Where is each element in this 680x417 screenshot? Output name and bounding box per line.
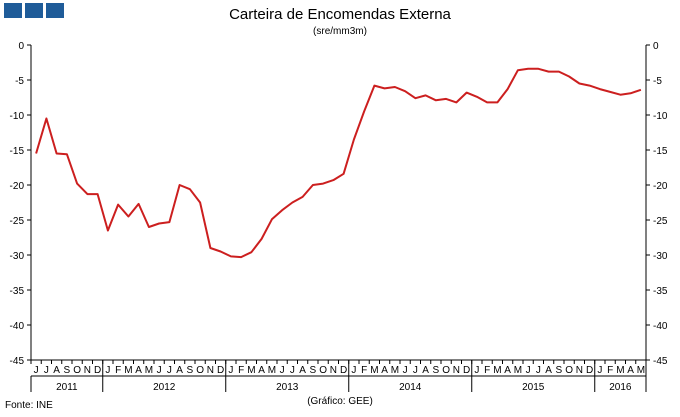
logo xyxy=(4,3,64,18)
x-tick-label: N xyxy=(330,365,337,376)
x-tick-label: S xyxy=(556,365,563,376)
y-tick-label-left: -20 xyxy=(10,181,25,192)
x-tick-label: F xyxy=(361,365,367,376)
x-tick-label: J xyxy=(413,365,418,376)
y-tick-label-right: -25 xyxy=(653,216,668,227)
x-tick-label: J xyxy=(526,365,531,376)
year-label: 2014 xyxy=(399,382,422,393)
x-tick-label: M xyxy=(391,365,399,376)
x-tick-label: A xyxy=(504,365,511,376)
x-tick-label: N xyxy=(84,365,91,376)
y-tick-label-right: -5 xyxy=(653,76,662,87)
x-tick-label: J xyxy=(228,365,233,376)
x-tick-label: A xyxy=(627,365,634,376)
y-tick-label-left: -45 xyxy=(10,356,25,367)
x-tick-label: M xyxy=(145,365,153,376)
x-tick-label: F xyxy=(115,365,121,376)
x-tick-label: J xyxy=(280,365,285,376)
x-tick-label: N xyxy=(576,365,583,376)
x-tick-label: D xyxy=(463,365,470,376)
y-tick-label-right: -35 xyxy=(653,286,668,297)
y-tick-label-left: 0 xyxy=(18,41,24,52)
x-tick-label: J xyxy=(44,365,49,376)
chart-subtitle: (sre/mm3m) xyxy=(313,26,367,37)
y-tick-label-left: -10 xyxy=(10,111,25,122)
x-tick-label: M xyxy=(514,365,522,376)
x-tick-label: D xyxy=(217,365,224,376)
x-tick-label: M xyxy=(370,365,378,376)
x-tick-label: A xyxy=(53,365,60,376)
x-tick-label: N xyxy=(453,365,460,376)
x-tick-label: J xyxy=(474,365,479,376)
x-tick-label: A xyxy=(176,365,183,376)
x-tick-label: J xyxy=(34,365,39,376)
x-tick-label: O xyxy=(196,365,204,376)
source-note: Fonte: INE xyxy=(5,400,53,411)
x-tick-label: A xyxy=(545,365,552,376)
x-tick-label: O xyxy=(319,365,327,376)
x-tick-label: M xyxy=(493,365,501,376)
x-tick-label: A xyxy=(135,365,142,376)
x-tick-label: D xyxy=(340,365,347,376)
y-tick-label-right: -45 xyxy=(653,356,668,367)
x-tick-label: S xyxy=(433,365,440,376)
x-tick-label: M xyxy=(268,365,276,376)
y-tick-label-left: -25 xyxy=(10,216,25,227)
x-tick-label: J xyxy=(597,365,602,376)
x-tick-label: A xyxy=(258,365,265,376)
y-tick-label-left: -15 xyxy=(10,146,25,157)
credit-note: (Gráfico: GEE) xyxy=(307,396,373,407)
year-label: 2016 xyxy=(609,382,632,393)
y-tick-label-right: -40 xyxy=(653,321,668,332)
x-tick-label: O xyxy=(565,365,573,376)
year-label: 2011 xyxy=(56,382,78,393)
x-tick-label: M xyxy=(637,365,645,376)
x-tick-label: A xyxy=(381,365,388,376)
y-tick-label-right: -30 xyxy=(653,251,668,262)
x-tick-label: S xyxy=(310,365,317,376)
x-tick-label: S xyxy=(187,365,194,376)
y-tick-label-left: -35 xyxy=(10,286,25,297)
x-tick-label: F xyxy=(484,365,490,376)
x-tick-label: N xyxy=(207,365,214,376)
x-tick-label: M xyxy=(247,365,255,376)
x-tick-label: D xyxy=(94,365,101,376)
logo-square xyxy=(4,3,22,18)
year-label: 2015 xyxy=(522,382,545,393)
x-tick-label: S xyxy=(64,365,71,376)
y-tick-label-right: -10 xyxy=(653,111,668,122)
x-tick-label: J xyxy=(167,365,172,376)
x-tick-label: F xyxy=(238,365,244,376)
y-tick-label-left: -5 xyxy=(15,76,24,87)
x-tick-label: J xyxy=(351,365,356,376)
y-tick-label-left: -40 xyxy=(10,321,25,332)
x-tick-label: D xyxy=(586,365,593,376)
logo-square xyxy=(25,3,43,18)
x-tick-label: A xyxy=(422,365,429,376)
x-tick-label: A xyxy=(299,365,306,376)
logo-square xyxy=(46,3,64,18)
y-tick-label-right: 0 xyxy=(653,41,659,52)
x-tick-label: J xyxy=(290,365,295,376)
x-tick-label: F xyxy=(607,365,613,376)
x-tick-label: J xyxy=(536,365,541,376)
x-tick-label: J xyxy=(105,365,110,376)
chart-title: Carteira de Encomendas Externa xyxy=(229,6,451,23)
series-line xyxy=(35,67,642,259)
y-tick-label-right: -15 xyxy=(653,146,668,157)
x-tick-label: O xyxy=(442,365,450,376)
x-tick-label: M xyxy=(124,365,132,376)
year-label: 2013 xyxy=(276,382,299,393)
year-label: 2012 xyxy=(153,382,176,393)
x-tick-label: J xyxy=(157,365,162,376)
x-tick-label: O xyxy=(73,365,81,376)
x-tick-label: J xyxy=(403,365,408,376)
y-tick-label-right: -20 xyxy=(653,181,668,192)
y-tick-label-left: -30 xyxy=(10,251,25,262)
x-tick-label: M xyxy=(616,365,624,376)
